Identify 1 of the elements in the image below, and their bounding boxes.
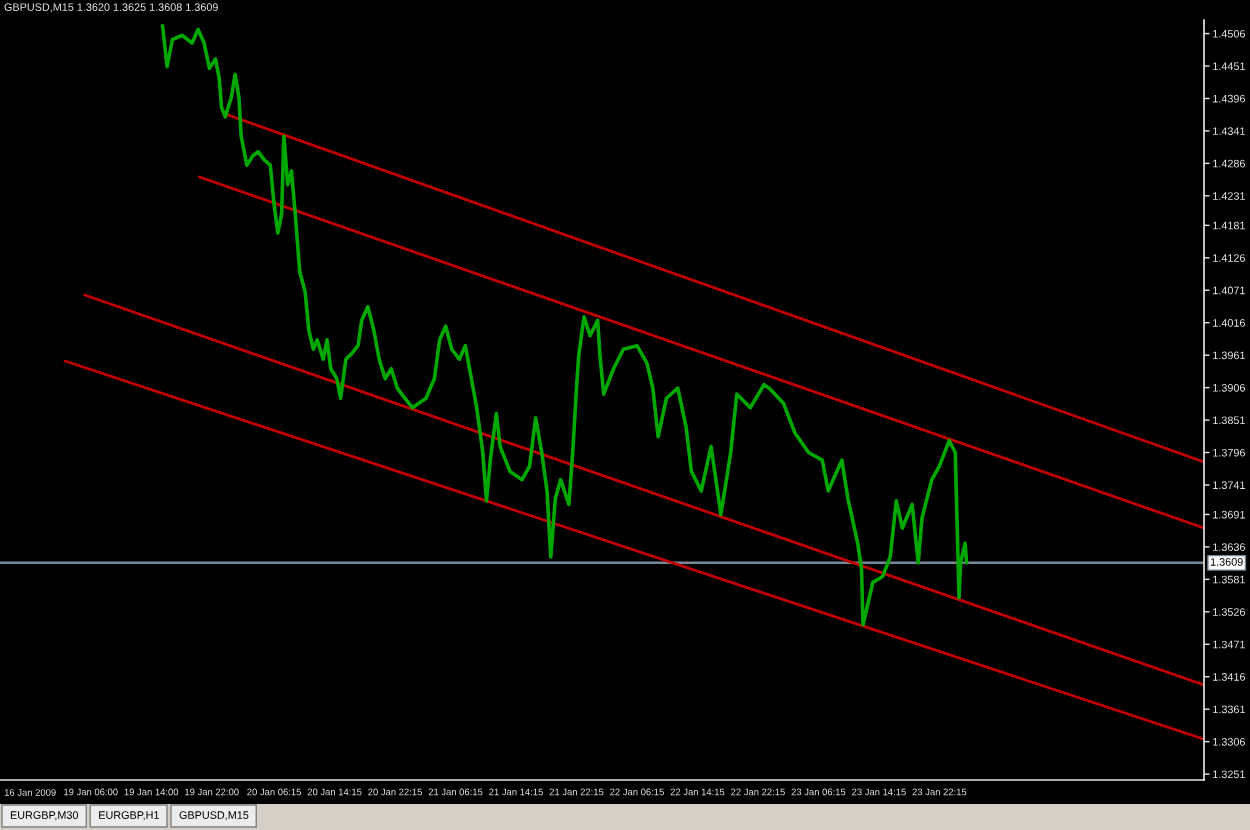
- line-series: [160, 24, 969, 627]
